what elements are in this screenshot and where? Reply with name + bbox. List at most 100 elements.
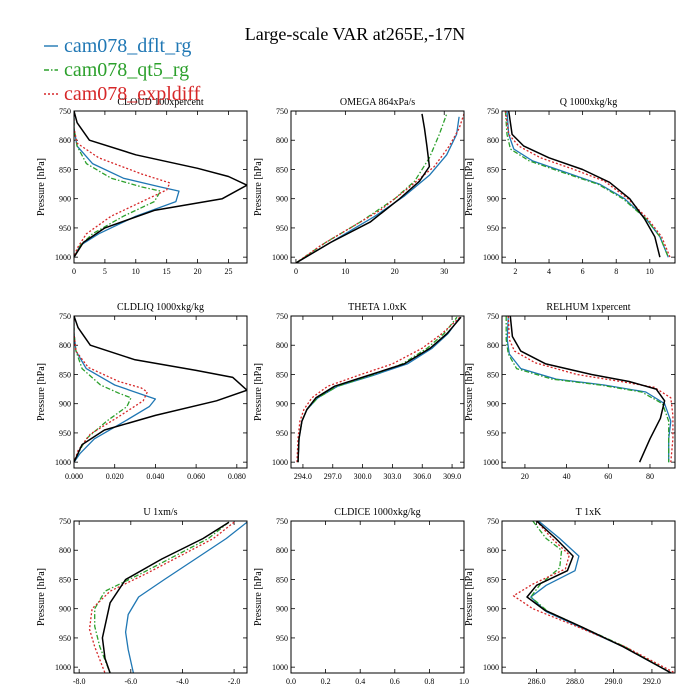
series-line-3: [88, 521, 235, 673]
legend-label: cam078_dflt_rg: [64, 35, 191, 57]
panel-8: CLDICE 1000xkg/kg Pressure [hPa] 0.0 0.2 0.4…: [253, 507, 469, 686]
plot-frame: [73, 520, 248, 674]
y-tick-label: 800: [276, 546, 288, 555]
y-tick-label: 850: [59, 165, 71, 174]
y-axis-label: Pressure [hPa]: [36, 568, 47, 626]
plot-frame: [73, 315, 248, 469]
panel-7: U 1xm/s Pressure [hPa] -8.0 -6.0 -4.0 -2.0 750…: [36, 507, 248, 686]
x-tick-label: 0.000: [65, 472, 83, 481]
y-tick-label: 800: [487, 341, 499, 350]
y-tick-label: 850: [487, 575, 499, 584]
y-tick-label: 950: [487, 634, 499, 643]
y-tick-label: 900: [487, 195, 499, 204]
x-tick-label: 0.040: [146, 472, 164, 481]
y-tick-label: 800: [59, 136, 71, 145]
series-line-3: [512, 521, 675, 673]
series-line-3: [74, 111, 171, 258]
x-tick-label: -4.0: [176, 677, 189, 686]
x-tick-label: 290.0: [604, 677, 622, 686]
legend-label: cam078_qt5_rg: [64, 59, 189, 81]
series-line-3: [507, 316, 674, 463]
series-line-4: [295, 113, 431, 263]
y-tick-label: 800: [59, 546, 71, 555]
y-tick-label: 1000: [272, 663, 288, 672]
panel-3: Q 1000xkg/kg Pressure [hPa] 2 4 6 8 10 750 800 85…: [464, 97, 676, 276]
y-tick-label: 750: [487, 107, 499, 116]
y-tick-label: 800: [276, 341, 288, 350]
x-tick-label: 303.0: [383, 472, 401, 481]
plot-frame: [501, 110, 676, 264]
y-tick-label: 1000: [55, 663, 71, 672]
series-line-1: [530, 521, 672, 673]
series-line-4: [74, 316, 247, 463]
y-axis-label: Pressure [hPa]: [36, 363, 47, 421]
y-tick-label: 750: [59, 312, 71, 321]
x-tick-label: 0.8: [424, 677, 434, 686]
panel-title: OMEGA 864xPa/s: [340, 97, 415, 108]
series-line-2: [530, 521, 672, 673]
y-tick-label: 1000: [55, 253, 71, 262]
series-line-4: [526, 521, 672, 673]
series-line-2: [295, 113, 448, 263]
y-axis-label: Pressure [hPa]: [36, 158, 47, 216]
x-tick-label: 1.0: [459, 677, 469, 686]
y-axis-label: Pressure [hPa]: [464, 363, 475, 421]
plot-frame: [501, 315, 676, 469]
x-tick-label: 20: [194, 267, 202, 276]
y-tick-label: 850: [59, 370, 71, 379]
x-tick-label: 8: [614, 267, 618, 276]
y-tick-label: 900: [276, 605, 288, 614]
series-line-3: [296, 316, 461, 463]
x-tick-label: 309.0: [443, 472, 461, 481]
y-tick-label: 950: [276, 429, 288, 438]
x-tick-label: 30: [440, 267, 448, 276]
x-tick-label: 6: [581, 267, 585, 276]
x-tick-label: 0: [72, 267, 76, 276]
x-tick-label: 288.0: [566, 677, 584, 686]
y-tick-label: 900: [59, 605, 71, 614]
plot-frame: [73, 110, 248, 264]
y-axis-label: Pressure [hPa]: [253, 158, 264, 216]
series-line-4: [507, 111, 661, 258]
series-line-3: [504, 111, 671, 258]
x-tick-label: 297.0: [324, 472, 342, 481]
x-tick-label: 2: [513, 267, 517, 276]
series-line-3: [74, 316, 148, 463]
plot-frame: [290, 315, 465, 469]
y-tick-label: 750: [487, 312, 499, 321]
y-axis-label: Pressure [hPa]: [464, 568, 475, 626]
panel-9: T 1xK Pressure [hPa] 286.0 288.0 290.0 292.0 7…: [464, 507, 676, 686]
series-line-1: [506, 111, 669, 258]
y-tick-label: 950: [276, 634, 288, 643]
y-tick-label: 950: [59, 634, 71, 643]
panel-title: Q 1000xkg/kg: [560, 97, 618, 108]
y-tick-label: 1000: [272, 458, 288, 467]
y-tick-label: 900: [487, 605, 499, 614]
x-tick-label: 10: [646, 267, 654, 276]
series-line-2: [74, 316, 132, 463]
y-tick-label: 1000: [483, 253, 499, 262]
x-tick-label: 0.020: [106, 472, 124, 481]
x-tick-label: 0.060: [187, 472, 205, 481]
y-tick-label: 900: [59, 195, 71, 204]
y-tick-label: 950: [59, 224, 71, 233]
legend-label: cam078_expldiff: [64, 83, 201, 105]
plot-frame: [501, 520, 676, 674]
x-tick-label: 20: [521, 472, 529, 481]
panel-title: RELHUM 1xpercent: [546, 302, 630, 313]
panel-title: CLDLIQ 1000xkg/kg: [117, 302, 204, 313]
panel-title: CLDICE 1000xkg/kg: [334, 507, 420, 518]
y-tick-label: 750: [276, 312, 288, 321]
y-tick-label: 1000: [483, 663, 499, 672]
y-tick-label: 750: [487, 517, 499, 526]
panel-1: CLOUD 100xpercent Pressure [hPa] 0 5 10 15 20 2…: [36, 97, 248, 276]
y-tick-label: 750: [276, 107, 288, 116]
y-tick-label: 950: [487, 224, 499, 233]
x-tick-label: 20: [391, 267, 399, 276]
x-tick-label: 25: [224, 267, 232, 276]
x-tick-label: 306.0: [413, 472, 431, 481]
series-line-1: [506, 316, 672, 463]
x-tick-label: 60: [604, 472, 612, 481]
y-tick-label: 850: [276, 370, 288, 379]
